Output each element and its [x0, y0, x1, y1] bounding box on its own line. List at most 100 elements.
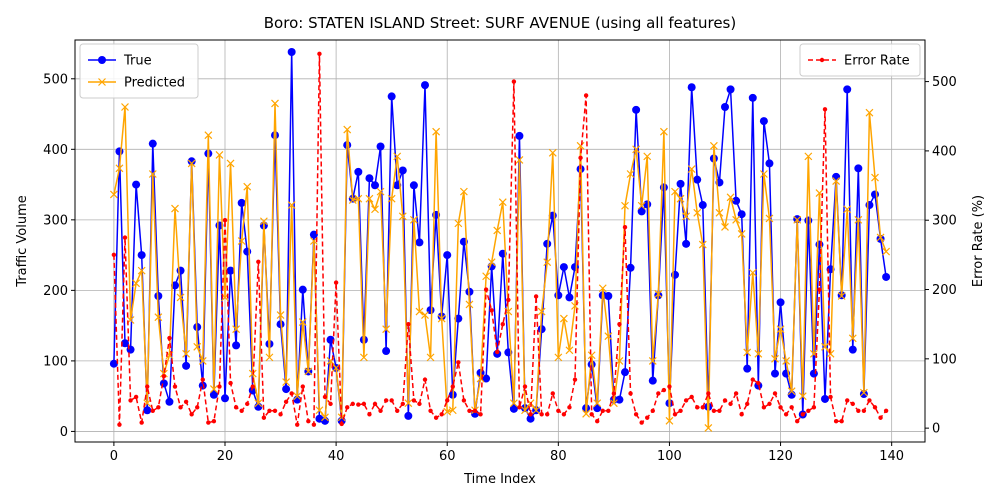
true-point	[115, 147, 124, 156]
error-rate-point	[872, 405, 878, 410]
error-rate-point	[133, 394, 139, 400]
error-rate-point	[400, 401, 405, 407]
predicted-point	[209, 385, 218, 394]
error-rate-point	[450, 384, 455, 389]
predicted-point	[176, 293, 185, 302]
predicted-point	[593, 399, 602, 408]
true-point	[682, 239, 691, 248]
true-point	[376, 142, 385, 151]
predicted-markers	[109, 99, 891, 432]
true-point	[143, 406, 152, 415]
predicted-point	[437, 314, 446, 323]
error-rate-point	[795, 419, 800, 424]
error-rate-point	[878, 415, 883, 420]
predicted-point	[182, 349, 191, 358]
true-point	[404, 411, 413, 420]
error-rate-point	[306, 419, 311, 424]
true-point	[221, 394, 229, 403]
predicted-point	[687, 165, 696, 173]
predicted-point	[787, 387, 796, 396]
error-rate-point	[478, 412, 483, 417]
predicted-point	[782, 356, 791, 365]
error-rate-point	[656, 391, 661, 396]
error-rate-point	[428, 408, 433, 414]
error-rate-point	[222, 218, 228, 223]
predicted-point	[654, 289, 663, 298]
error-rate-point	[395, 408, 400, 414]
true-point	[726, 85, 735, 94]
error-rate-point	[778, 405, 783, 410]
error-rate-point	[645, 415, 650, 420]
error-rate-point	[622, 224, 628, 230]
predicted-point	[693, 208, 702, 217]
true-point	[148, 139, 157, 148]
error-rate-point	[683, 398, 689, 403]
true-point	[159, 379, 168, 388]
error-rate-point	[472, 408, 478, 414]
error-rate-point	[250, 384, 255, 389]
true-point	[226, 266, 235, 275]
error-rate-point	[272, 408, 278, 414]
true-point	[721, 103, 729, 111]
error-rate-point	[406, 321, 411, 327]
predicted-point	[382, 325, 391, 334]
error-rate-point	[789, 405, 794, 410]
error-rate-point	[461, 398, 467, 403]
predicted-point	[537, 307, 546, 316]
true-point	[804, 216, 813, 225]
predicted-point	[137, 266, 146, 275]
error-rate-point	[217, 384, 222, 389]
y-right-tick-label: 300	[932, 214, 957, 229]
predicted-point	[237, 237, 246, 245]
true-point	[387, 92, 396, 101]
predicted-point	[315, 406, 324, 415]
predicted-point	[726, 193, 735, 202]
error-rate-point	[539, 412, 544, 417]
true-point	[443, 251, 452, 260]
predicted-point	[454, 219, 463, 228]
true-point	[643, 200, 652, 209]
true-point	[537, 325, 546, 334]
error-rate-point	[367, 412, 372, 417]
true-point	[626, 263, 635, 272]
error-rate-point	[167, 335, 172, 341]
error-rate-point	[628, 391, 633, 396]
true-point	[165, 397, 174, 406]
error-rate-point	[206, 420, 211, 425]
predicted-point	[304, 367, 313, 376]
true-point	[632, 105, 641, 114]
error-rate-point	[378, 408, 383, 414]
true-point	[732, 196, 741, 205]
error-rate-point	[745, 401, 750, 407]
error-rate-point	[122, 235, 128, 240]
true-point	[182, 361, 191, 370]
y-axis-title-right: Error Rate (%)	[971, 195, 986, 287]
error-rate-point	[689, 394, 694, 400]
error-rate-point	[233, 405, 239, 410]
error-rate-point	[511, 79, 517, 84]
error-rate-point	[856, 408, 861, 414]
predicted-point	[171, 204, 179, 213]
predicted-point	[621, 201, 629, 210]
error-rate-point	[506, 297, 511, 303]
true-point	[559, 263, 568, 272]
true-point	[482, 374, 491, 383]
x-tick-label: 20	[217, 449, 234, 464]
error-rate-point	[572, 377, 578, 382]
predicted-point	[832, 177, 841, 185]
true-point	[209, 390, 218, 399]
predicted-point	[204, 131, 213, 140]
true-point	[693, 175, 702, 184]
predicted-point	[848, 334, 857, 343]
predicted-point	[648, 356, 657, 365]
true-point	[109, 359, 118, 368]
true-point	[809, 369, 818, 378]
predicted-point	[637, 201, 646, 210]
error-rate-point	[189, 412, 194, 417]
true-point	[126, 345, 135, 354]
predicted-point	[554, 353, 563, 362]
error-rate-point	[345, 405, 350, 410]
true-point	[526, 414, 535, 423]
predicted-point	[376, 187, 385, 196]
